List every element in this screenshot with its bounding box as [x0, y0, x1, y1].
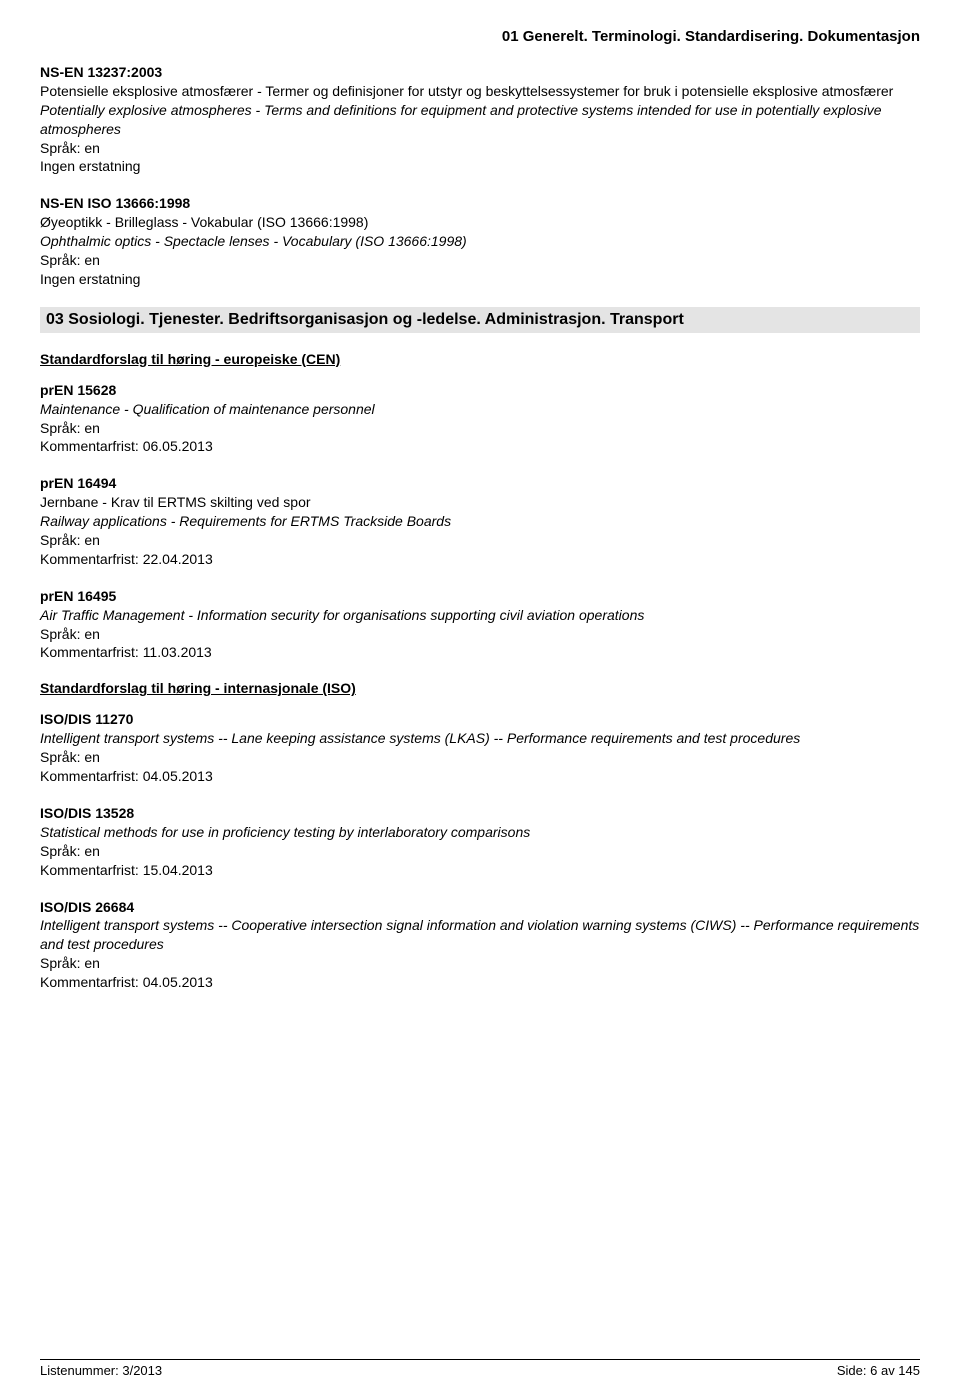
- entry-code: ISO/DIS 11270: [40, 710, 920, 729]
- entry-language: Språk: en: [40, 251, 920, 270]
- entry-language: Språk: en: [40, 625, 920, 644]
- footer-left: Listenummer: 3/2013: [40, 1363, 162, 1378]
- entry-deadline: Kommentarfrist: 22.04.2013: [40, 550, 920, 569]
- section-heading: 03 Sosiologi. Tjenester. Bedriftsorganis…: [40, 307, 920, 333]
- entry-code: prEN 15628: [40, 381, 920, 400]
- page-header: 01 Generelt. Terminologi. Standardiserin…: [40, 28, 920, 45]
- standard-entry: prEN 16494 Jernbane - Krav til ERTMS ski…: [40, 474, 920, 568]
- subsection-heading-cen: Standardforslag til høring - europeiske …: [40, 351, 920, 367]
- standard-entry: prEN 15628 Maintenance - Qualification o…: [40, 381, 920, 457]
- entry-language: Språk: en: [40, 139, 920, 158]
- page-container: 01 Generelt. Terminologi. Standardiserin…: [0, 0, 960, 1390]
- entry-title-en: Maintenance - Qualification of maintenan…: [40, 400, 920, 419]
- subsection-heading-iso: Standardforslag til høring - internasjon…: [40, 680, 920, 696]
- entry-deadline: Kommentarfrist: 06.05.2013: [40, 437, 920, 456]
- entry-deadline: Kommentarfrist: 15.04.2013: [40, 861, 920, 880]
- page-footer: Listenummer: 3/2013 Side: 6 av 145: [40, 1359, 920, 1378]
- entry-title-en: Intelligent transport systems -- Coopera…: [40, 916, 920, 954]
- entry-note: Ingen erstatning: [40, 157, 920, 176]
- entry-title-no: Jernbane - Krav til ERTMS skilting ved s…: [40, 493, 920, 512]
- entry-deadline: Kommentarfrist: 11.03.2013: [40, 643, 920, 662]
- standard-entry: ISO/DIS 26684 Intelligent transport syst…: [40, 898, 920, 992]
- entry-title-en: Railway applications - Requirements for …: [40, 512, 920, 531]
- entry-title-no: Potensielle eksplosive atmosfærer - Term…: [40, 82, 920, 101]
- entry-code: ISO/DIS 26684: [40, 898, 920, 917]
- entry-code: prEN 16494: [40, 474, 920, 493]
- entry-title-en: Statistical methods for use in proficien…: [40, 823, 920, 842]
- standard-entry: prEN 16495 Air Traffic Management - Info…: [40, 587, 920, 663]
- entry-deadline: Kommentarfrist: 04.05.2013: [40, 767, 920, 786]
- entry-deadline: Kommentarfrist: 04.05.2013: [40, 973, 920, 992]
- footer-right: Side: 6 av 145: [837, 1363, 920, 1378]
- entry-language: Språk: en: [40, 842, 920, 861]
- entry-note: Ingen erstatning: [40, 270, 920, 289]
- standard-entry: NS-EN 13237:2003 Potensielle eksplosive …: [40, 63, 920, 176]
- entry-title-en: Potentially explosive atmospheres - Term…: [40, 101, 920, 139]
- standard-entry: ISO/DIS 13528 Statistical methods for us…: [40, 804, 920, 880]
- entry-title-en: Ophthalmic optics - Spectacle lenses - V…: [40, 232, 920, 251]
- entry-language: Språk: en: [40, 531, 920, 550]
- entry-code: ISO/DIS 13528: [40, 804, 920, 823]
- entry-code: NS-EN ISO 13666:1998: [40, 194, 920, 213]
- entry-code: prEN 16495: [40, 587, 920, 606]
- entry-language: Språk: en: [40, 748, 920, 767]
- entry-language: Språk: en: [40, 419, 920, 438]
- entry-title-en: Intelligent transport systems -- Lane ke…: [40, 729, 920, 748]
- entry-code: NS-EN 13237:2003: [40, 63, 920, 82]
- entry-language: Språk: en: [40, 954, 920, 973]
- entry-title-no: Øyeoptikk - Brilleglass - Vokabular (ISO…: [40, 213, 920, 232]
- standard-entry: ISO/DIS 11270 Intelligent transport syst…: [40, 710, 920, 786]
- entry-title-en: Air Traffic Management - Information sec…: [40, 606, 920, 625]
- standard-entry: NS-EN ISO 13666:1998 Øyeoptikk - Brilleg…: [40, 194, 920, 288]
